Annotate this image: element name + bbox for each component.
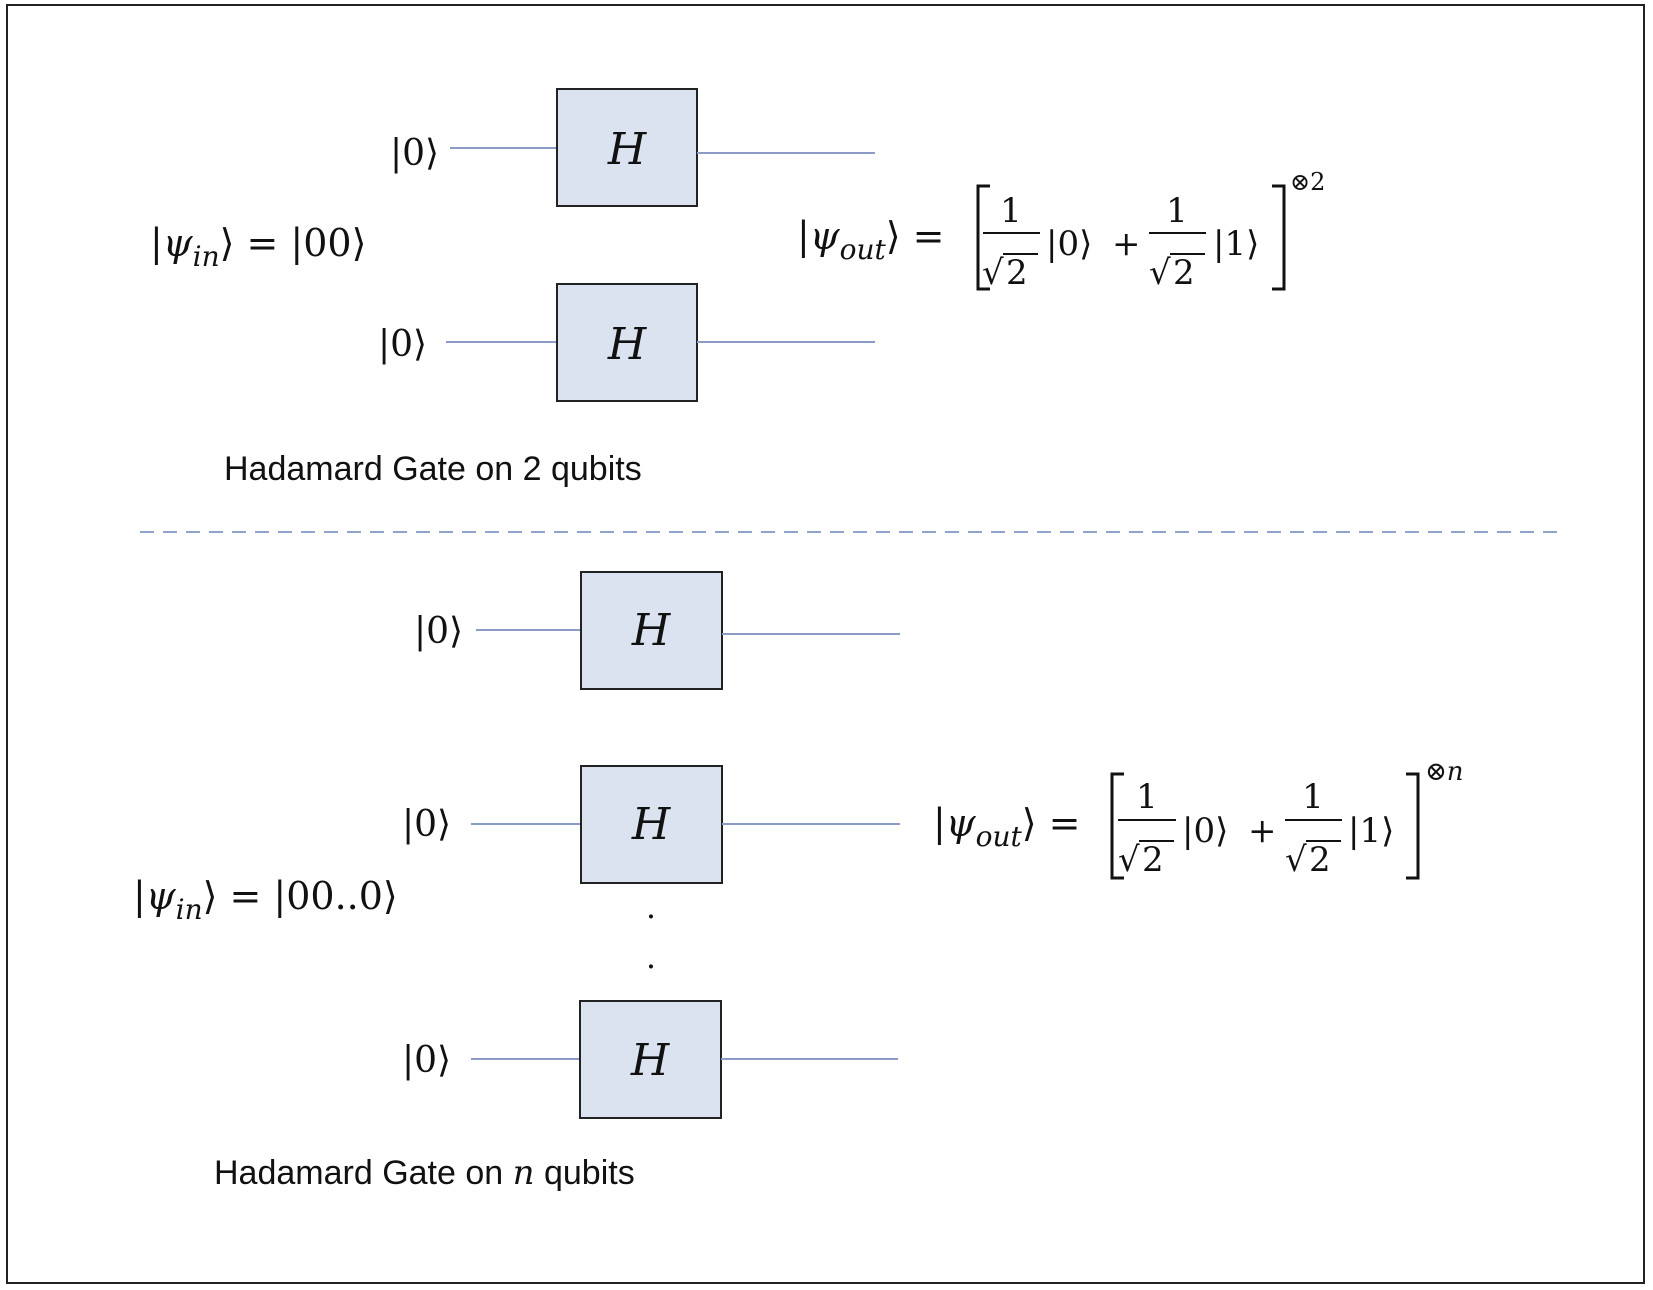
hadamard-gate-2-label: H	[607, 319, 648, 370]
hadamard-gate-n1-label: H	[631, 605, 672, 656]
svg-text:1: 1	[1166, 191, 1188, 231]
hadamard-gate-1	[556, 88, 698, 207]
output-state-equation-n: |ψout⟩ = 1 √ 2 |0⟩ + 1 √ 2 |1⟩ ⊗n	[933, 757, 1464, 880]
caption-2-qubits: Hadamard Gate on 2 qubits	[224, 450, 642, 488]
qubit-n1-input-ket: |0⟩	[414, 611, 463, 652]
svg-text:√: √	[1285, 840, 1307, 880]
svg-text:√: √	[1118, 840, 1140, 880]
qubit-2-input-ket: |0⟩	[378, 324, 427, 365]
svg-text:1: 1	[1302, 777, 1324, 817]
tensor-power: ⊗2	[1290, 168, 1325, 196]
svg-text:+: +	[1112, 224, 1141, 264]
right-bracket-n	[1406, 772, 1420, 880]
svg-text:|0⟩: |0⟩	[1182, 811, 1228, 851]
svg-text:|1⟩: |1⟩	[1213, 224, 1259, 264]
hadamard-gate-nn	[579, 1000, 722, 1119]
input-state-equation: |ψin⟩ = |00⟩	[150, 221, 366, 273]
svg-text:2: 2	[1173, 253, 1195, 293]
hadamard-gate-2	[556, 283, 698, 402]
svg-text:√: √	[982, 253, 1004, 293]
two-qubit-circuit: |0⟩ H |0⟩ H |ψin⟩ = |00⟩ |ψout⟩ = 1 √ 2	[150, 88, 1325, 488]
input-state-equation-n: |ψin⟩ = |00..0⟩	[133, 874, 398, 926]
svg-text:|1⟩: |1⟩	[1348, 811, 1394, 851]
svg-text:√: √	[1149, 253, 1171, 293]
output-state-equation: |ψout⟩ = 1 √ 2 |0⟩ + 1 √ 2 |1⟩ ⊗2	[797, 168, 1325, 293]
caption-n-qubits: Hadamard Gate on n qubits	[214, 1153, 635, 1193]
qubit-nn-input-ket: |0⟩	[402, 1040, 451, 1081]
hadamard-gate-nn-label: H	[630, 1035, 671, 1086]
n-qubit-circuit: |0⟩ H |0⟩ H . . |0⟩ H |ψin⟩ = |00..0⟩ |ψ…	[133, 571, 1464, 1193]
hadamard-gate-n1	[580, 571, 723, 690]
svg-text:|0⟩: |0⟩	[1046, 224, 1092, 264]
svg-text:1: 1	[1136, 777, 1158, 817]
right-bracket	[1272, 184, 1286, 291]
svg-text:+: +	[1248, 811, 1277, 851]
ellipsis-dot-2: .	[646, 938, 656, 976]
svg-text:2: 2	[1309, 840, 1331, 880]
qubit-1-input-ket: |0⟩	[390, 133, 439, 174]
ellipsis-dot-1: .	[646, 888, 656, 926]
svg-text:|ψout⟩ =: |ψout⟩ =	[797, 214, 945, 266]
figure-frame	[6, 4, 1645, 1284]
svg-text:1: 1	[1000, 191, 1022, 231]
tensor-power-n: ⊗n	[1425, 757, 1464, 787]
left-bracket	[976, 184, 990, 291]
svg-text:2: 2	[1142, 840, 1164, 880]
hadamard-gate-1-label: H	[607, 124, 648, 175]
hadamard-gate-n2-label: H	[631, 799, 672, 850]
svg-text:2: 2	[1006, 253, 1028, 293]
qubit-n2-input-ket: |0⟩	[402, 804, 451, 845]
svg-text:|ψout⟩ =: |ψout⟩ =	[933, 801, 1081, 853]
left-bracket-n	[1110, 772, 1124, 880]
